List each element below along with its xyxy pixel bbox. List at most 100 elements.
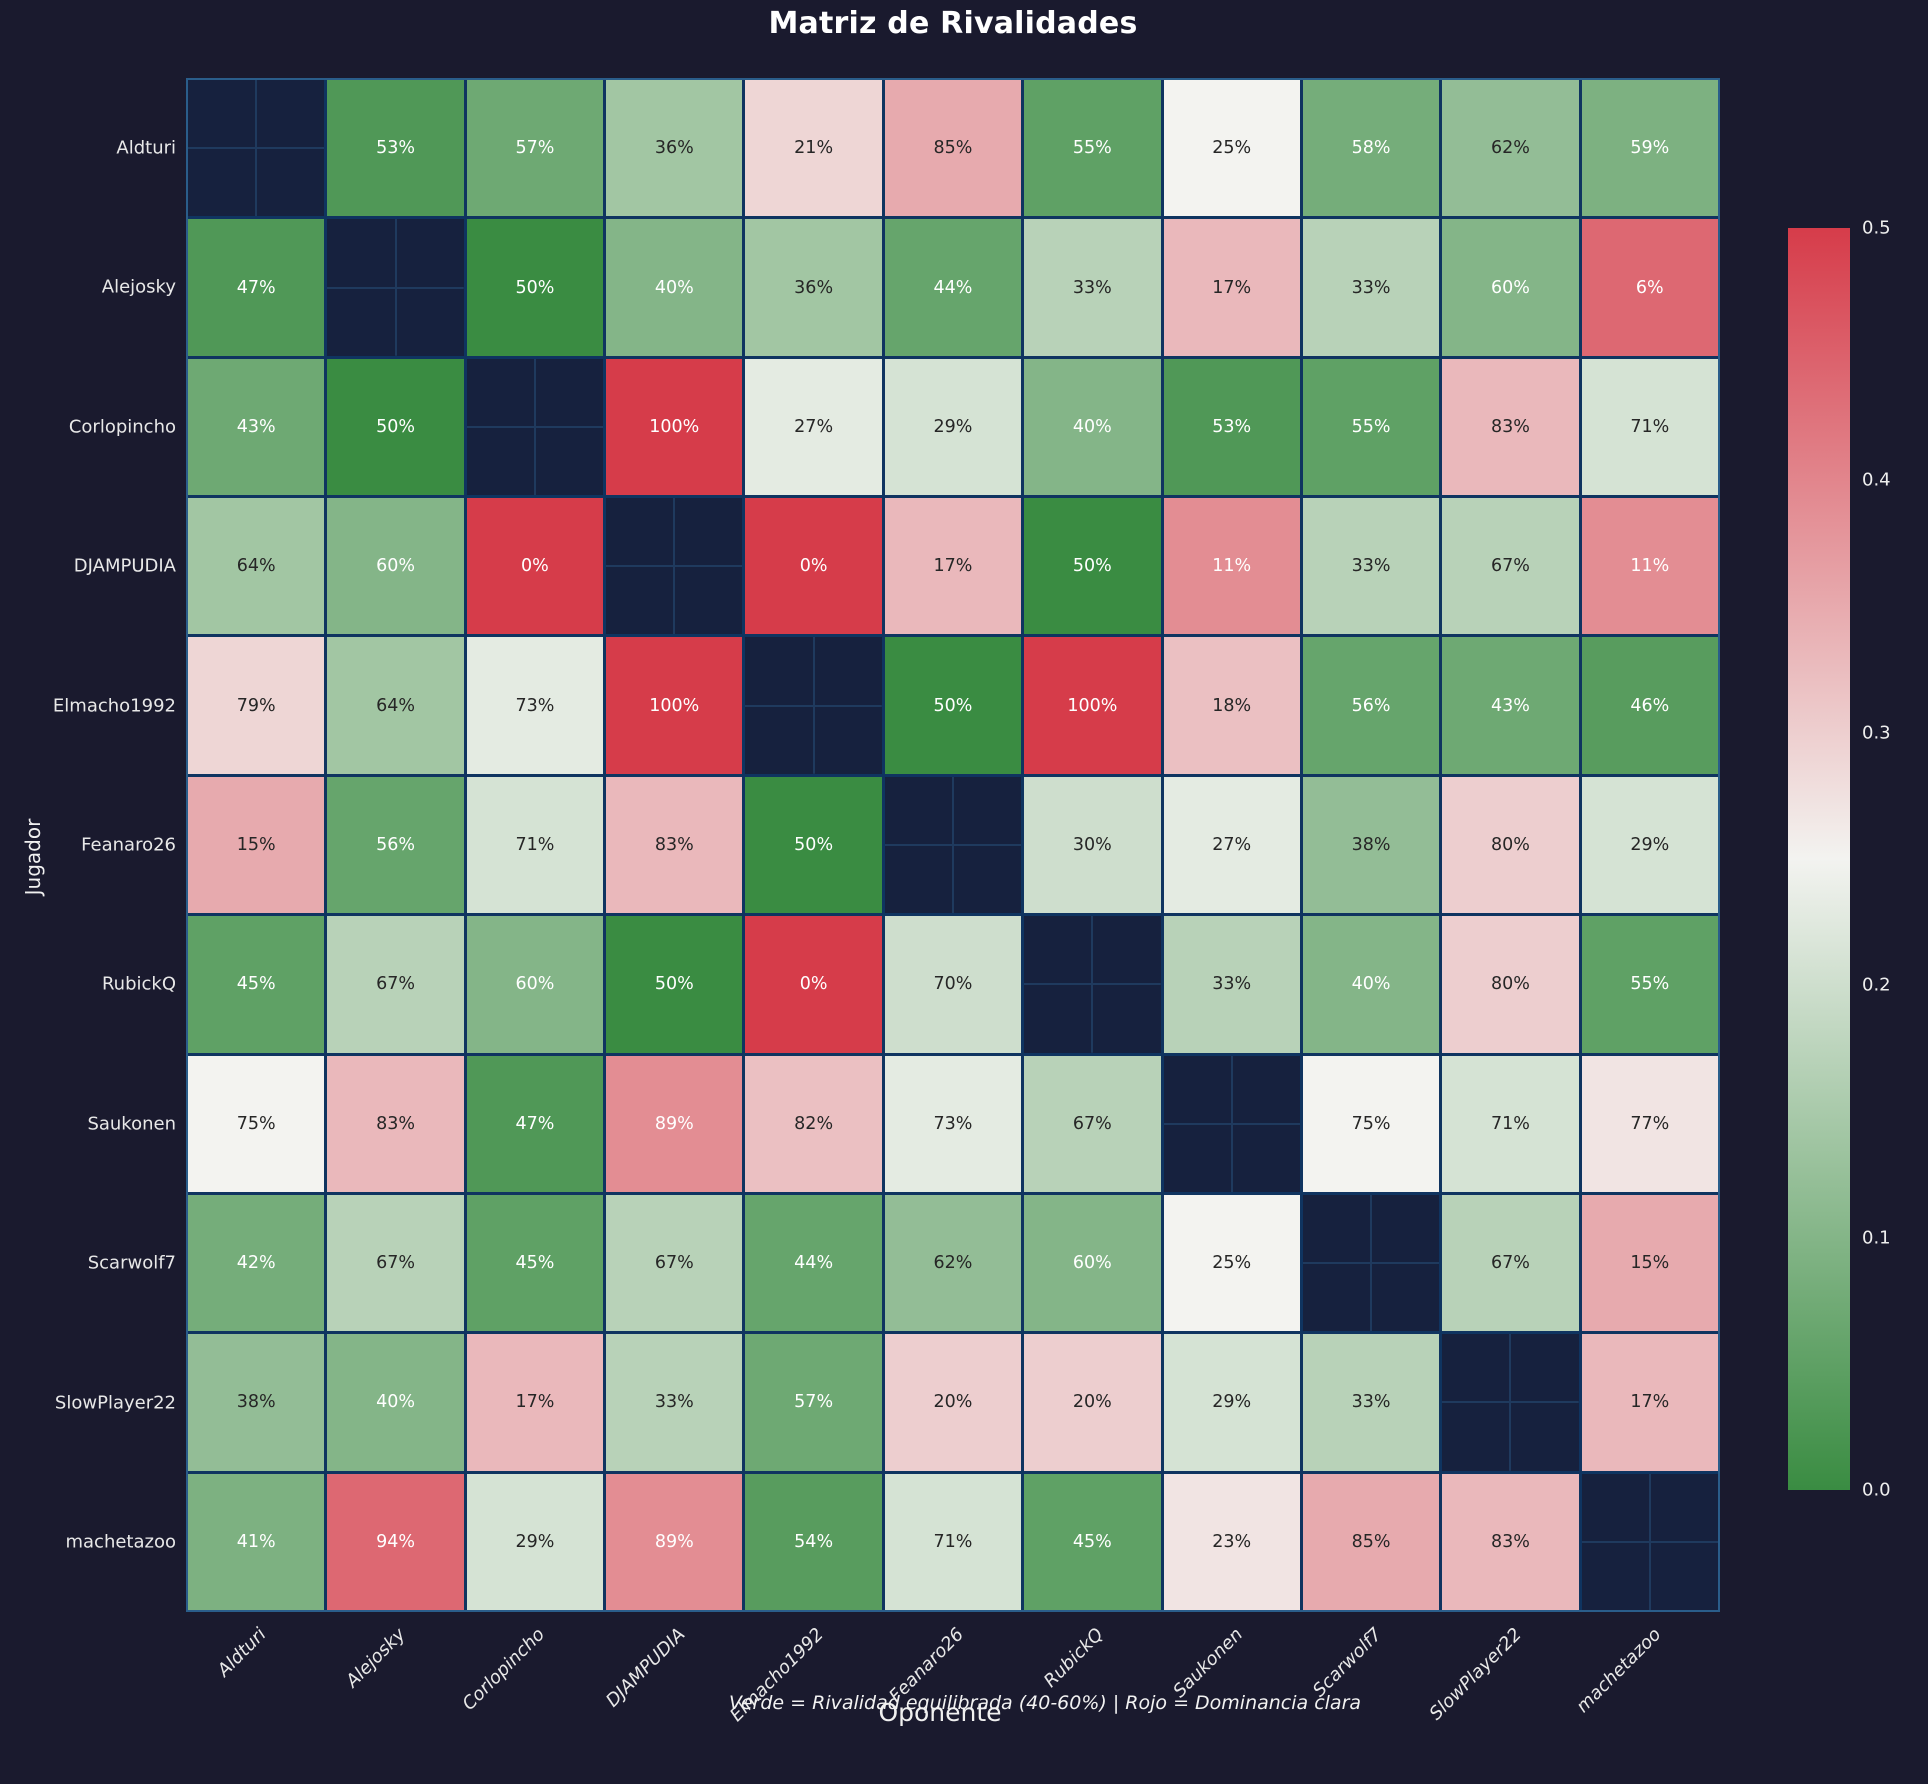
heatmap-cell: 25% (1163, 1194, 1300, 1332)
heatmap-cell: 62% (884, 1194, 1022, 1332)
y-tick-label: Scarwolf7 (87, 1252, 176, 1274)
cell-value: 25% (1212, 1253, 1252, 1274)
cell-value: 53% (1212, 416, 1252, 437)
cell-value: 53% (376, 138, 415, 159)
heatmap-cell: 60% (1024, 1194, 1161, 1332)
y-tick-label: machetazoo (65, 1531, 176, 1553)
heatmap-cell-empty (884, 776, 1022, 914)
cell-value: 73% (515, 695, 555, 716)
cell-value: 71% (1490, 1113, 1530, 1134)
heatmap-cell: 50% (466, 219, 604, 356)
heatmap-cell: 71% (466, 776, 604, 914)
heatmap-cell: 67% (1442, 1194, 1579, 1332)
cell-value: 17% (1212, 277, 1252, 298)
heatmap-cell: 67% (327, 1194, 464, 1332)
heatmap-cell: 83% (1442, 358, 1579, 496)
cell-value: 71% (1630, 416, 1670, 437)
chart-title: Matriz de Rivalidades (768, 6, 1138, 41)
heatmap-cell: 38% (188, 1334, 325, 1471)
cell-value: 33% (1351, 556, 1391, 577)
heatmap-cell: 53% (1163, 358, 1300, 496)
cell-value: 59% (1630, 138, 1670, 159)
cell-value: 18% (1212, 695, 1252, 716)
heatmap-cell: 50% (884, 637, 1022, 774)
cell-value: 50% (376, 416, 415, 437)
heatmap-cell: 42% (188, 1194, 325, 1332)
cell-value: 71% (515, 834, 555, 855)
x-tick-label: Corlopincho (458, 1624, 550, 1715)
cell-value: 89% (654, 1531, 694, 1552)
heatmap-cell: 73% (466, 637, 604, 774)
colorbar-tick-label: 0.1 (1862, 1227, 1891, 1249)
cell-value: 85% (933, 138, 973, 159)
heatmap-cell: 57% (466, 80, 604, 217)
cell-value: 58% (1351, 138, 1391, 159)
cell-value: 80% (1490, 974, 1530, 995)
heatmap-cell: 23% (1163, 1473, 1300, 1610)
y-tick-label: SlowPlayer22 (54, 1392, 176, 1414)
cell-value: 83% (1490, 1531, 1530, 1552)
x-tick-label: RubickQ (1039, 1624, 1108, 1692)
cell-value: 83% (654, 834, 694, 855)
heatmap-cell: 55% (1302, 358, 1440, 496)
heatmap-cell: 36% (606, 80, 743, 217)
heatmap-cell: 45% (466, 1194, 604, 1332)
cell-value: 50% (1072, 556, 1112, 577)
heatmap-cell: 27% (745, 358, 882, 496)
cell-value: 47% (515, 1113, 555, 1134)
heatmap-cell: 38% (1302, 776, 1440, 914)
heatmap-cell-empty (188, 80, 325, 217)
heatmap-cell-empty (1024, 916, 1161, 1053)
heatmap-cell: 64% (327, 637, 464, 774)
heatmap-cell: 45% (1024, 1473, 1161, 1610)
heatmap-cell: 29% (1581, 776, 1718, 914)
heatmap-cell: 55% (1024, 80, 1161, 217)
y-axis-title: Jugador (21, 818, 45, 896)
cell-value: 0% (799, 974, 828, 995)
heatmap-cell: 75% (1302, 1055, 1440, 1192)
cell-value: 38% (236, 1392, 276, 1413)
y-tick-label: RubickQ (101, 973, 176, 995)
heatmap-cell: 27% (1163, 776, 1300, 914)
heatmap-cell-empty (466, 358, 604, 496)
cell-value: 67% (654, 1253, 694, 1274)
heatmap-cell: 85% (1302, 1473, 1440, 1610)
cell-value: 21% (794, 138, 834, 159)
cell-value: 0% (521, 556, 549, 577)
cell-value: 94% (376, 1531, 415, 1552)
heatmap-cell: 40% (606, 219, 743, 356)
heatmap-cell: 30% (1024, 776, 1161, 914)
cell-value: 11% (1212, 556, 1252, 577)
heatmap-cell-empty (606, 498, 743, 635)
cell-value: 17% (933, 556, 973, 577)
cell-value: 20% (933, 1392, 973, 1413)
cell-value: 57% (794, 1392, 834, 1413)
heatmap-cell: 59% (1581, 80, 1718, 217)
heatmap-cell: 15% (1581, 1194, 1718, 1332)
heatmap-cell: 43% (188, 358, 325, 496)
heatmap-cell: 21% (745, 80, 882, 217)
cell-value: 60% (376, 556, 415, 577)
x-tick-label: machetazoo (1572, 1624, 1666, 1717)
heatmap-cell: 50% (327, 358, 464, 496)
cell-value: 62% (1490, 138, 1530, 159)
cell-value: 55% (1351, 416, 1391, 437)
cell-value: 100% (1067, 695, 1118, 716)
heatmap-cell: 70% (884, 916, 1022, 1053)
cell-value: 62% (933, 1253, 973, 1274)
heatmap-cell: 45% (188, 916, 325, 1053)
x-tick-label: SlowPlayer22 (1425, 1624, 1526, 1725)
x-tick-label: Saukonen (1168, 1624, 1247, 1702)
heatmap-cell-empty (1442, 1334, 1579, 1471)
heatmap-cell: 25% (1163, 80, 1300, 217)
heatmap-cell: 33% (1302, 498, 1440, 635)
heatmap-cell: 50% (745, 776, 882, 914)
heatmap-cell: 75% (188, 1055, 325, 1192)
cell-value: 36% (654, 138, 694, 159)
cell-value: 11% (1630, 556, 1670, 577)
heatmap-cell: 40% (1302, 916, 1440, 1053)
heatmap-cell: 47% (188, 219, 325, 356)
heatmap-cell: 33% (1302, 219, 1440, 356)
colorbar-tick-label: 0.3 (1862, 722, 1891, 744)
heatmap-cell: 80% (1442, 916, 1579, 1053)
